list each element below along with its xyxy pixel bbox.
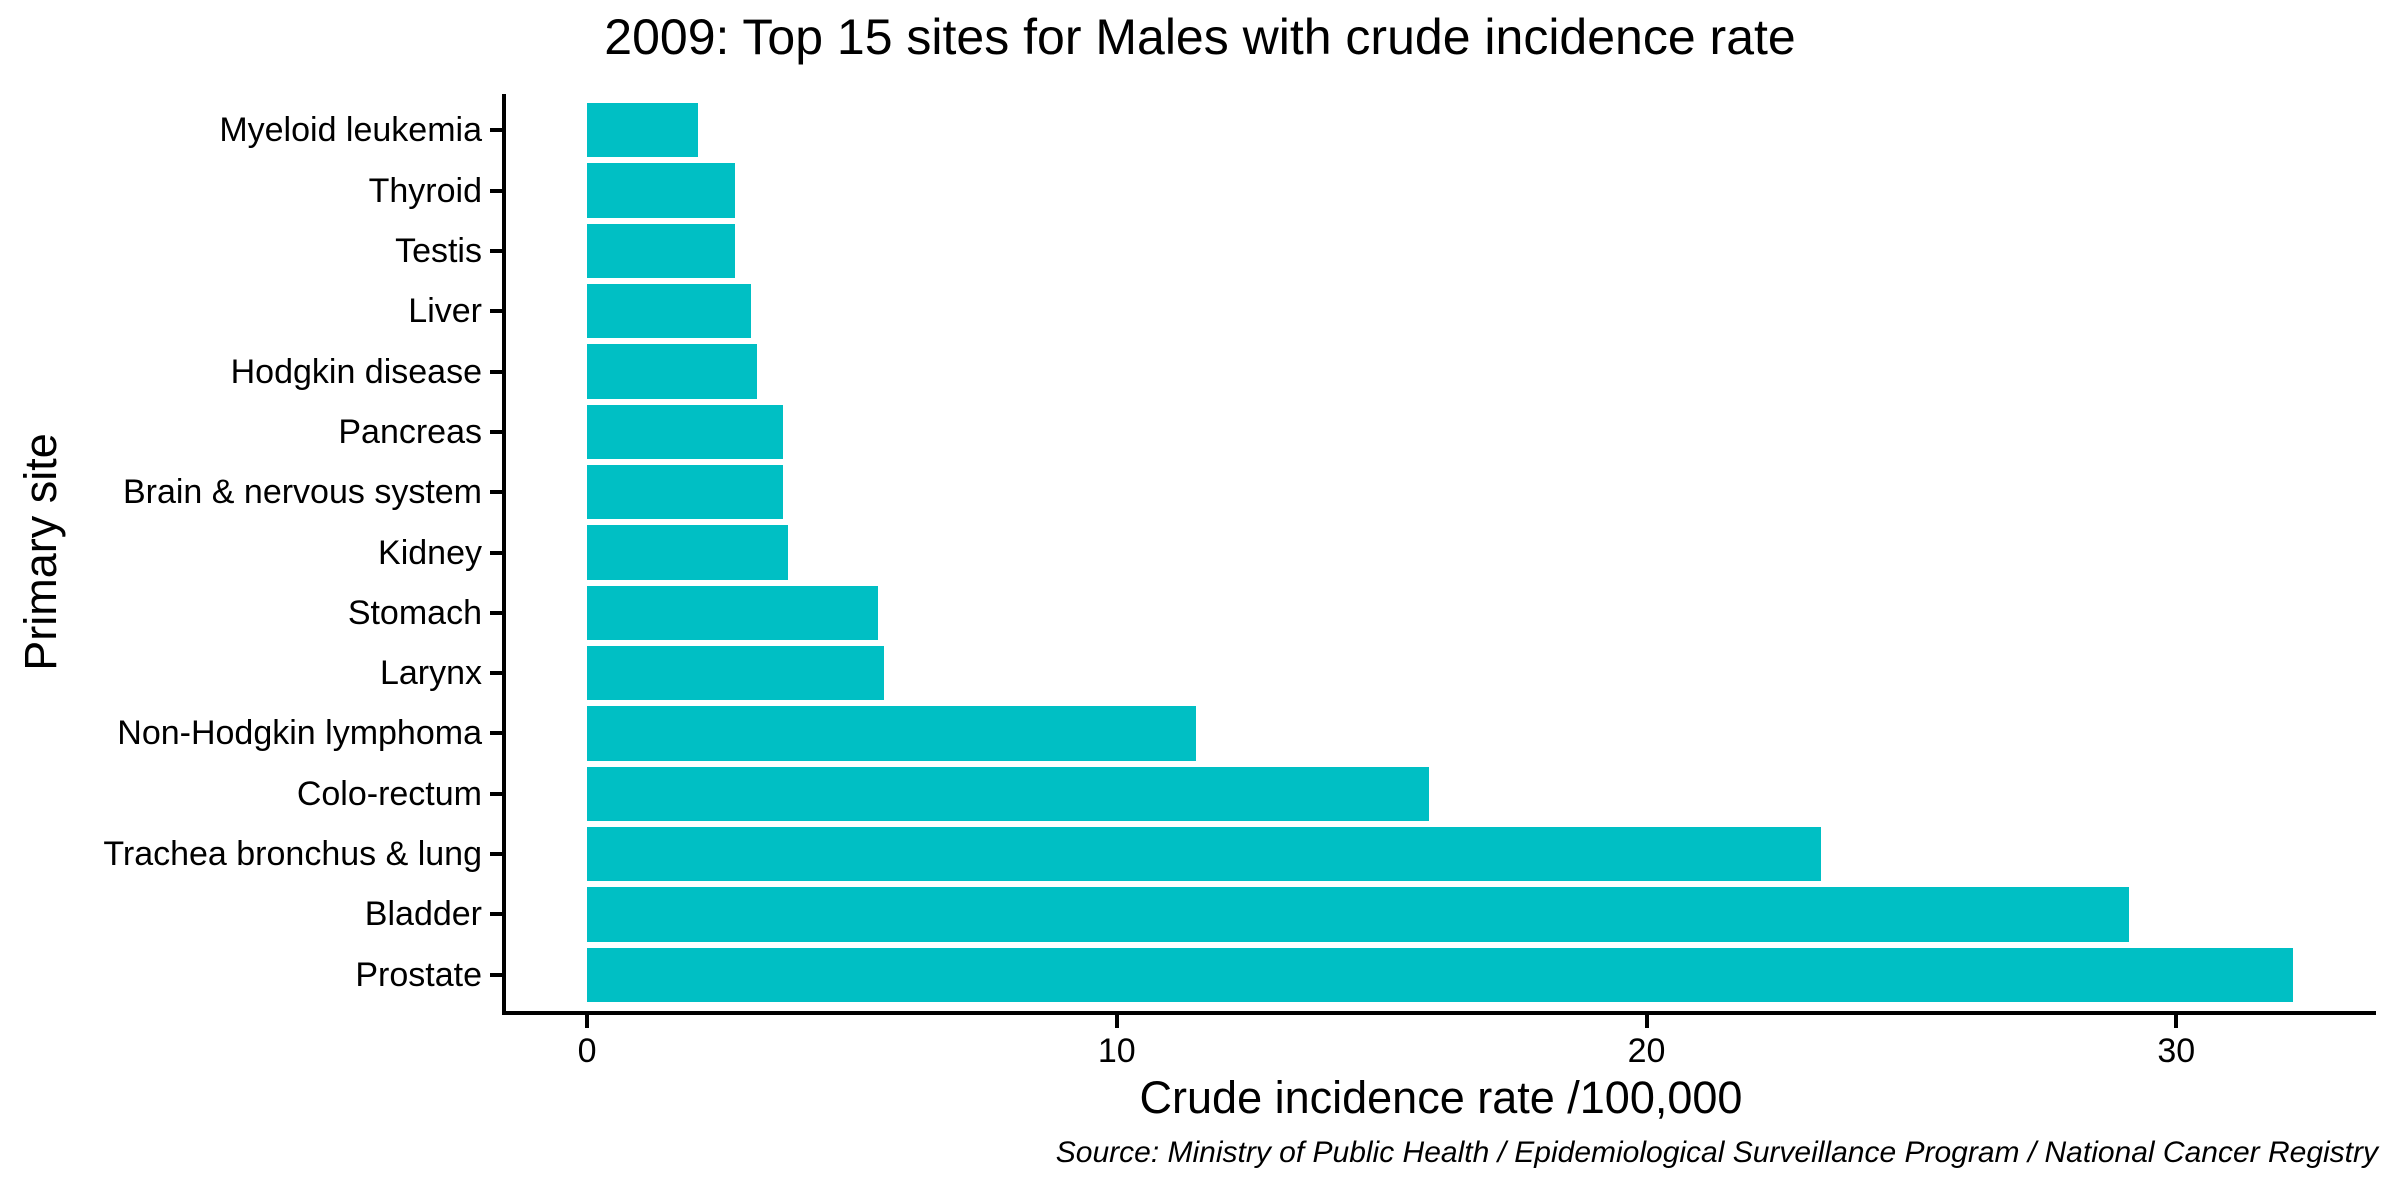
y-tick <box>490 248 502 253</box>
y-tick-label: Thyroid <box>368 171 482 210</box>
bar <box>587 706 1197 761</box>
x-tick-label: 20 <box>1627 1032 1666 1070</box>
x-tick-label: 10 <box>1097 1032 1136 1070</box>
y-tick <box>490 912 502 917</box>
x-tick <box>1644 1015 1649 1028</box>
bar <box>587 465 784 520</box>
x-axis-ticks <box>506 1015 2376 1028</box>
y-tick-label: Brain & nervous system <box>122 473 482 512</box>
x-tick <box>1114 1015 1119 1028</box>
bar <box>587 404 784 459</box>
y-tick-label: Colo-rectum <box>296 774 482 813</box>
y-tick <box>490 188 502 193</box>
y-tick <box>490 429 502 434</box>
y-tick-label: Kidney <box>378 533 482 572</box>
x-axis-title: Crude incidence rate /100,000 <box>1139 1072 1743 1123</box>
y-tick <box>490 369 502 374</box>
y-tick-label: Stomach <box>347 593 482 632</box>
x-tick-label: 30 <box>2157 1032 2196 1070</box>
y-tick-label: Larynx <box>379 654 482 693</box>
y-tick-label: Liver <box>408 292 482 331</box>
bar <box>587 766 1430 821</box>
y-tick-label: Prostate <box>355 955 482 994</box>
plot-panel <box>502 94 2376 1015</box>
y-tick <box>490 671 502 676</box>
bar <box>587 585 879 640</box>
y-tick <box>490 309 502 314</box>
y-axis-labels: Myeloid leukemia Thyroid Testis Liver Hodgki… <box>0 94 482 1011</box>
bar <box>587 344 757 399</box>
bar <box>587 103 699 158</box>
y-tick <box>490 610 502 615</box>
y-tick-label: Testis <box>395 231 482 270</box>
y-tick-label: Non-Hodgkin lymphoma <box>117 714 482 753</box>
y-tick-label: Hodgkin disease <box>230 352 482 391</box>
y-tick <box>490 550 502 555</box>
source-note: Source: Ministry of Public Health / Epid… <box>1055 1136 2378 1169</box>
bar <box>587 223 736 278</box>
x-tick-label: 0 <box>577 1032 597 1070</box>
x-tick <box>585 1015 590 1028</box>
bar <box>587 646 884 701</box>
bar <box>587 826 1822 882</box>
y-tick-label: Bladder <box>364 895 482 934</box>
y-tick <box>490 128 502 133</box>
x-tick <box>2174 1015 2179 1028</box>
y-tick-label: Trachea bronchus & lung <box>103 835 482 874</box>
y-tick <box>490 972 502 977</box>
bar <box>587 947 2293 1002</box>
chart-title: 2009: Top 15 sites for Males with crude … <box>604 9 1796 65</box>
bar <box>587 887 2129 942</box>
y-tick-label: Pancreas <box>338 412 482 451</box>
bar <box>587 525 789 580</box>
y-tick <box>490 731 502 736</box>
y-axis-ticks <box>490 94 502 1011</box>
y-tick <box>490 490 502 495</box>
bar <box>587 284 752 339</box>
bar <box>587 163 736 218</box>
y-tick <box>490 791 502 796</box>
y-tick <box>490 852 502 857</box>
y-tick-label: Myeloid leukemia <box>219 111 482 150</box>
x-axis-tick-labels: 0 10 20 30 <box>506 1032 2376 1072</box>
